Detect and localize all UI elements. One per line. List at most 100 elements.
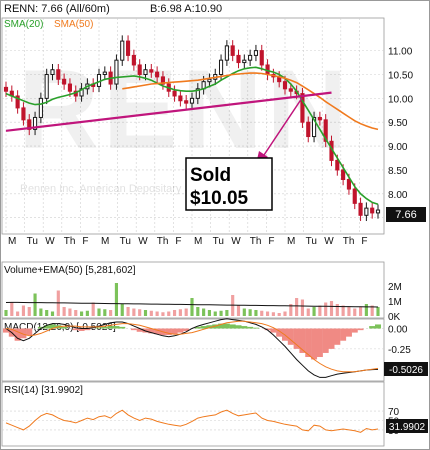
- volume-bars: [4, 283, 380, 316]
- volume-bar: [341, 305, 345, 316]
- volume-panel-border: [1, 261, 385, 319]
- macd-histogram: [3, 323, 381, 360]
- macd-histogram-bar: [340, 328, 347, 341]
- annotation-arrow: [261, 97, 303, 159]
- rsi-tick-label: 70: [388, 407, 400, 418]
- macd-histogram-bar: [26, 328, 33, 336]
- macd-histogram-bar: [154, 328, 161, 335]
- candle-body: [230, 45, 235, 56]
- candle-body: [300, 93, 305, 123]
- candle-body: [27, 119, 32, 130]
- volume-bar: [353, 308, 357, 316]
- candle-body: [358, 202, 363, 216]
- x-axis-label: W: [324, 236, 334, 247]
- volume-bar: [254, 310, 258, 316]
- candle-body: [3, 86, 9, 92]
- volume-bar: [318, 305, 322, 316]
- macd-histogram-bar: [293, 328, 300, 349]
- candle-body: [189, 97, 195, 104]
- macd-panel: MACD(12,26,9) [-0.5026] 0.00-0.25 -0.502…: [1, 318, 428, 382]
- candle-body: [143, 69, 148, 75]
- volume-bar: [277, 313, 281, 316]
- volume-tick-label: 2M: [388, 282, 402, 293]
- candle-body: [207, 78, 212, 83]
- volume-bar: [68, 308, 72, 316]
- volume-bar: [120, 304, 124, 316]
- volume-bar: [207, 310, 212, 316]
- volume-bar: [248, 309, 252, 316]
- legend-sma20: SMA(20): [4, 19, 43, 30]
- x-axis-label: Tu: [120, 236, 131, 247]
- candle-body: [335, 159, 340, 171]
- volume-bar: [27, 307, 31, 316]
- candle-body: [242, 59, 247, 64]
- macd-histogram-bar: [345, 328, 352, 337]
- x-axis-label: M: [287, 236, 295, 247]
- volume-bar: [16, 311, 20, 316]
- x-axis-label: M: [101, 236, 109, 247]
- candle-body: [67, 83, 73, 92]
- candle-body: [248, 54, 253, 61]
- macd-histogram-bar: [3, 328, 9, 333]
- macd-axis-ticks: 0.00 -0.25: [388, 325, 411, 356]
- candle-body: [218, 59, 224, 76]
- volume-bar: [196, 307, 200, 316]
- candle-body: [352, 188, 357, 204]
- volume-bar: [190, 298, 194, 316]
- volume-axis-ticks: 2M 1M 0K: [388, 282, 402, 323]
- trendline: [5, 91, 332, 132]
- rsi-panel-title: RSI(14) [31.9902]: [4, 385, 83, 396]
- legend-sma50: SMA(50): [54, 19, 93, 30]
- moving-average-lines: [5, 66, 379, 206]
- macd-histogram-bar: [119, 326, 126, 329]
- macd-value-badge-bg: [384, 362, 428, 376]
- macd-histogram-bar: [369, 326, 376, 329]
- candle-body: [131, 54, 136, 66]
- macd-panel-border: [1, 318, 385, 382]
- candle-body: [137, 64, 142, 75]
- volume-bar: [202, 308, 206, 316]
- last-price-badge-bg: [386, 207, 426, 222]
- volume-bar: [103, 309, 107, 316]
- volume-bar: [184, 308, 188, 316]
- macd-tick-label: 0.00: [388, 325, 408, 336]
- sma20-line: [5, 66, 379, 206]
- candle-body: [184, 100, 189, 104]
- macd-histogram-bar: [183, 328, 190, 331]
- x-axis-label: Tu: [306, 236, 317, 247]
- candle-body: [114, 59, 119, 85]
- candle-body: [62, 78, 67, 85]
- x-axis-label: M: [194, 236, 202, 247]
- candle-body: [50, 69, 55, 75]
- macd-histogram-bar: [96, 327, 102, 329]
- volume-bar: [74, 310, 78, 316]
- macd-histogram-bar: [334, 328, 341, 345]
- candle-body: [306, 121, 311, 138]
- volume-bar: [21, 305, 26, 316]
- macd-histogram-bar: [171, 328, 178, 335]
- volume-bar: [364, 304, 368, 316]
- macd-histogram-bar: [299, 328, 306, 353]
- x-axis-label: W: [138, 236, 148, 247]
- macd-histogram-bar: [351, 328, 358, 333]
- macd-line: [5, 318, 379, 378]
- volume-bar: [167, 311, 171, 316]
- price-tick-label: 8.00: [388, 190, 408, 201]
- candle-body: [178, 95, 183, 102]
- macd-histogram-bar: [305, 328, 312, 358]
- price-tick-label: 9.50: [388, 118, 408, 129]
- candle-body: [125, 40, 131, 56]
- volume-bar: [97, 308, 101, 316]
- macd-histogram-bar: [72, 328, 79, 331]
- x-axis-label: Tu: [213, 236, 224, 247]
- candle-body: [253, 50, 259, 56]
- rsi-panel-border: [1, 381, 385, 447]
- price-tick-label: 10.50: [388, 71, 413, 82]
- volume-bar: [178, 309, 182, 316]
- macd-histogram-bar: [218, 323, 225, 329]
- symbol-line: RENN: 7.66 (All/60m): [4, 3, 110, 15]
- volume-bar: [143, 310, 148, 316]
- macd-histogram-bar: [247, 326, 254, 329]
- volume-bar: [370, 305, 374, 316]
